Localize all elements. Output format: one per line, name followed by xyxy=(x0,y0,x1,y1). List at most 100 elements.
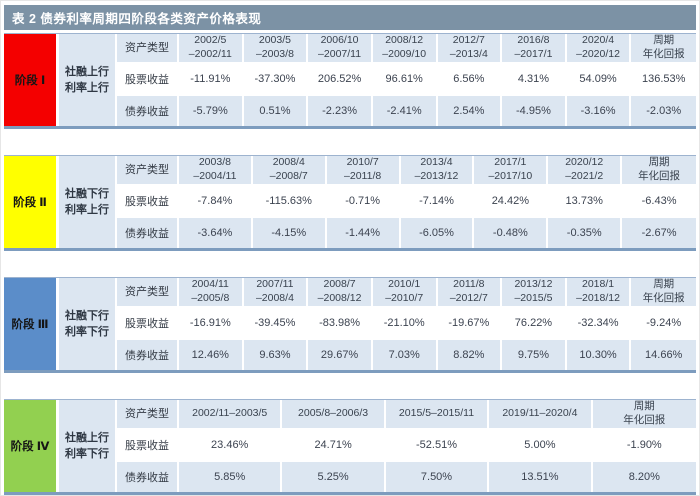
bond-label: 债券收益 xyxy=(117,462,179,492)
stage-label: 阶段 Ⅱ xyxy=(13,197,47,209)
bond-value: -4.15% xyxy=(252,218,327,248)
stock-value: 6.56% xyxy=(437,64,503,94)
period-header: 2013/12 –2015/5 xyxy=(502,278,567,306)
stock-value: 13.73% xyxy=(548,186,623,216)
bond-value: 12.46% xyxy=(179,340,244,370)
stage-section: 阶段 Ⅰ 社融上行 利率上行 资产类型 2002/5 –2002/11 2003/… xyxy=(4,33,696,129)
period-header: 2012/7 –2013/4 xyxy=(437,34,503,62)
bond-value: -2.67% xyxy=(622,218,696,248)
stage-block: 阶段 Ⅱ xyxy=(4,156,59,248)
bond-value: -6.05% xyxy=(400,218,475,248)
stage-block: 阶段 Ⅳ xyxy=(4,400,59,492)
stock-value: -1.90% xyxy=(592,430,696,460)
condition-label: 社融下行 利率上行 xyxy=(59,156,117,248)
condition-label: 社融下行 利率下行 xyxy=(59,278,117,370)
bond-value: -5.79% xyxy=(179,96,244,126)
stock-value: 136.53% xyxy=(631,64,696,94)
stock-label: 股票收益 xyxy=(117,308,179,338)
bond-value: 8.82% xyxy=(437,340,503,370)
period-header: 2007/11 –2008/4 xyxy=(243,278,309,306)
period-header: 2003/8 –2004/11 xyxy=(179,156,253,184)
bond-value: 5.25% xyxy=(282,462,386,492)
period-header: 2006/10 –2007/11 xyxy=(308,34,373,62)
stock-value: 4.31% xyxy=(502,64,567,94)
stock-value: 5.00% xyxy=(489,430,593,460)
period-header: 2011/8 –2012/7 xyxy=(437,278,503,306)
bond-value: 7.03% xyxy=(372,340,438,370)
bond-value: -2.23% xyxy=(308,96,373,126)
stock-value: -6.43% xyxy=(622,186,696,216)
period-header: 2016/8 –2017/1 xyxy=(502,34,567,62)
stock-value: 206.52% xyxy=(308,64,373,94)
bond-value: 29.67% xyxy=(308,340,373,370)
stock-value: -7.84% xyxy=(179,186,253,216)
period-header: 2003/5 –2003/8 xyxy=(243,34,309,62)
bond-value: 8.20% xyxy=(592,462,696,492)
bond-value: 13.51% xyxy=(489,462,593,492)
stock-value: 24.71% xyxy=(282,430,386,460)
period-header: 2018/1 –2018/12 xyxy=(566,278,632,306)
bond-value: 7.50% xyxy=(385,462,490,492)
period-header: 2002/5 –2002/11 xyxy=(179,34,244,62)
stock-value: -9.24% xyxy=(631,308,696,338)
bond-label: 债券收益 xyxy=(117,340,179,370)
cycle-return-header: 周期 年化回报 xyxy=(592,400,696,428)
bond-value: 9.63% xyxy=(243,340,309,370)
stock-value: -39.45% xyxy=(243,308,309,338)
period-header: 2010/7 –2011/8 xyxy=(326,156,401,184)
period-header: 2008/12 –2009/10 xyxy=(372,34,438,62)
condition-label: 社融上行 利率上行 xyxy=(59,34,117,126)
stock-value: -16.91% xyxy=(179,308,244,338)
stock-value: -32.34% xyxy=(566,308,632,338)
condition-label: 社融上行 利率下行 xyxy=(59,400,117,492)
stock-value: -115.63% xyxy=(252,186,327,216)
stock-value: -21.10% xyxy=(372,308,438,338)
period-header: 2008/4 –2008/7 xyxy=(252,156,327,184)
bond-value: -0.48% xyxy=(474,218,549,248)
stage-section: 阶段 Ⅱ 社融下行 利率上行 资产类型 2003/8 –2004/11 2008/… xyxy=(4,155,696,251)
period-header: 2004/11 –2005/8 xyxy=(179,278,244,306)
period-header: 2008/7 –2008/12 xyxy=(308,278,373,306)
asset-type-header: 资产类型 xyxy=(117,400,179,428)
bond-value: -4.95% xyxy=(502,96,567,126)
period-header: 2017/1 –2017/10 xyxy=(474,156,549,184)
asset-type-header: 资产类型 xyxy=(117,278,179,306)
stock-value: -19.67% xyxy=(437,308,503,338)
stock-value: 24.42% xyxy=(474,186,549,216)
period-header: 2010/1 –2010/7 xyxy=(372,278,438,306)
bond-label: 债券收益 xyxy=(117,218,179,248)
stage-section: 阶段 Ⅲ 社融下行 利率下行 资产类型 2004/11 –2005/8 2007/… xyxy=(4,277,696,373)
bond-value: -2.03% xyxy=(631,96,696,126)
period-header: 2020/12 –2021/2 xyxy=(548,156,623,184)
bond-value: -3.64% xyxy=(179,218,253,248)
bond-value: -3.16% xyxy=(566,96,632,126)
stock-value: -7.14% xyxy=(400,186,475,216)
sections-container: 阶段 Ⅰ 社融上行 利率上行 资产类型 2002/5 –2002/11 2003/… xyxy=(1,33,699,495)
stage-block: 阶段 Ⅲ xyxy=(4,278,59,370)
stage-label: 阶段 Ⅳ xyxy=(10,441,50,453)
bond-value: 2.54% xyxy=(437,96,503,126)
bond-value: 5.85% xyxy=(179,462,283,492)
cycle-return-header: 周期 年化回报 xyxy=(631,34,696,62)
stock-value: 96.61% xyxy=(372,64,438,94)
period-header: 2002/11–2003/5 xyxy=(179,400,283,428)
period-header: 2020/4 –2020/12 xyxy=(566,34,632,62)
cycle-return-header: 周期 年化回报 xyxy=(631,278,696,306)
stock-value: -52.51% xyxy=(385,430,490,460)
asset-type-header: 资产类型 xyxy=(117,34,179,62)
bond-value: 0.51% xyxy=(243,96,309,126)
stock-value: 54.09% xyxy=(566,64,632,94)
stage-label: 阶段 Ⅲ xyxy=(11,319,49,331)
asset-type-header: 资产类型 xyxy=(117,156,179,184)
bond-value: -0.35% xyxy=(548,218,623,248)
stock-value: -0.71% xyxy=(326,186,401,216)
bond-value: -1.44% xyxy=(326,218,401,248)
period-header: 2005/8–2006/3 xyxy=(282,400,386,428)
stock-value: -37.30% xyxy=(243,64,309,94)
stage-label: 阶段 Ⅰ xyxy=(14,75,46,87)
stock-value: -11.91% xyxy=(179,64,244,94)
bond-value: 14.66% xyxy=(631,340,696,370)
period-header: 2019/11–2020/4 xyxy=(489,400,593,428)
bond-value: -2.41% xyxy=(372,96,438,126)
stock-label: 股票收益 xyxy=(117,64,179,94)
